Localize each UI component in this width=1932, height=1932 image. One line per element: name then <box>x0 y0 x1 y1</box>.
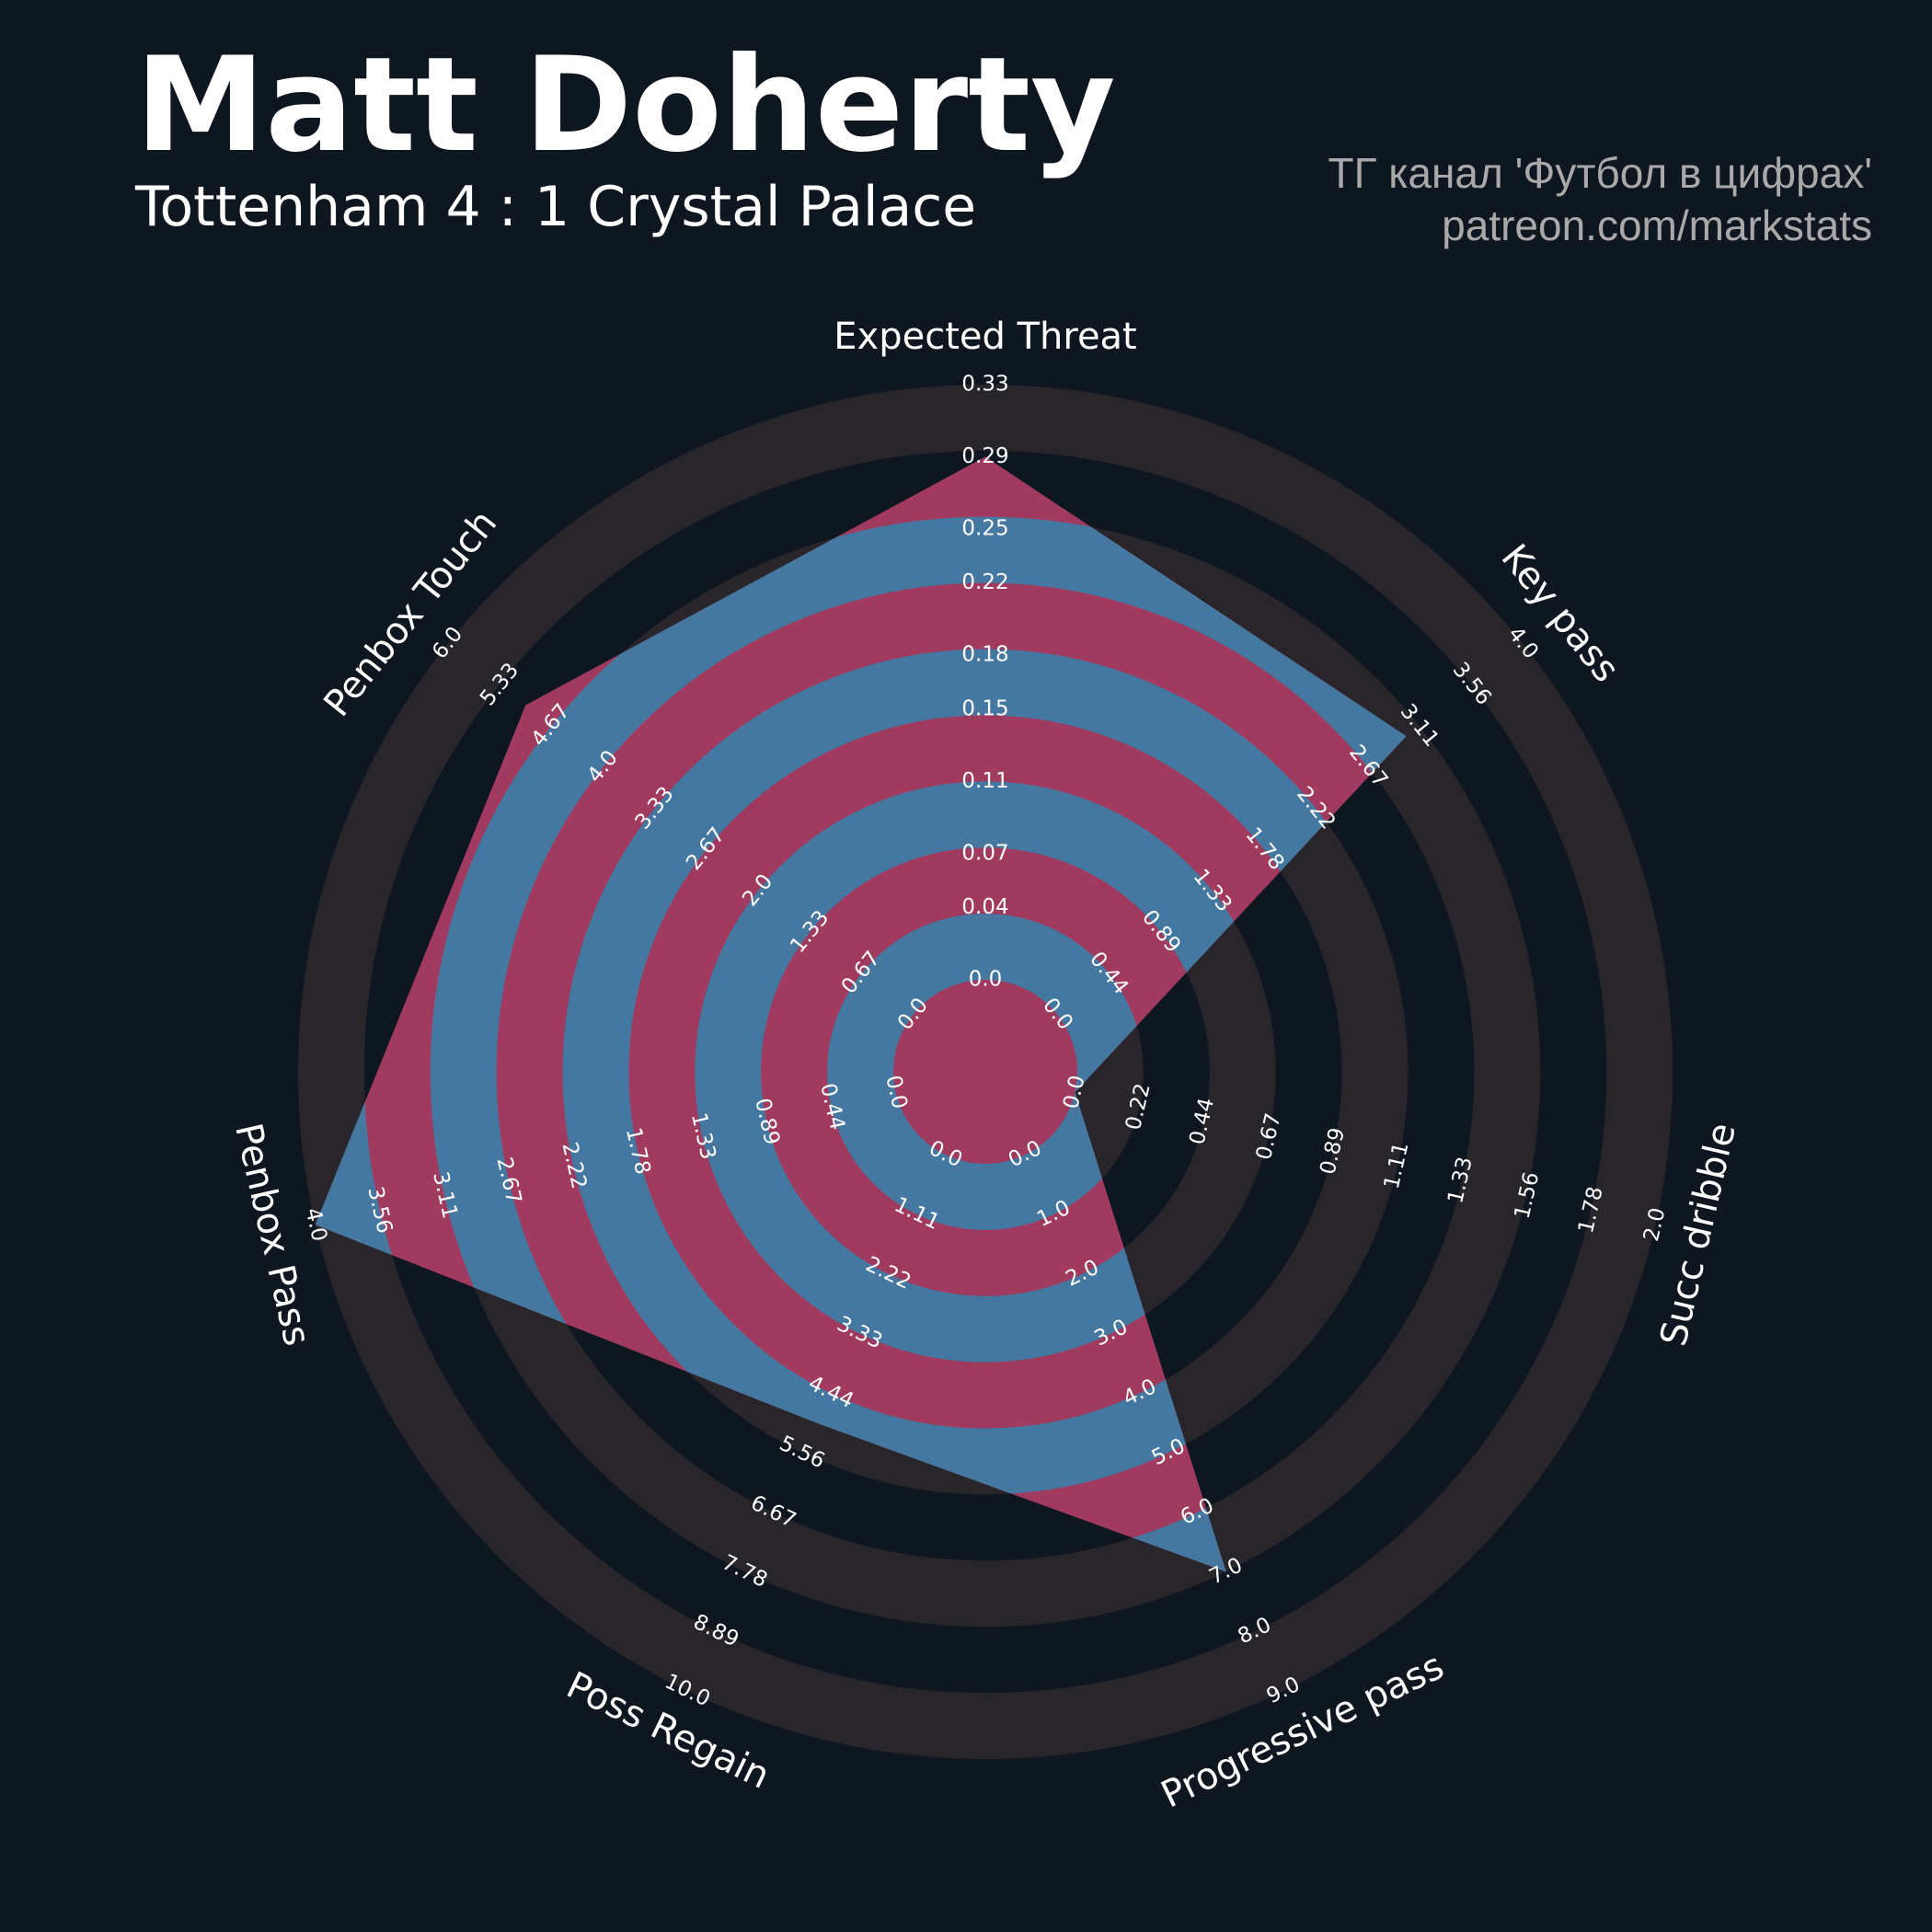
tick-label: 0.04 <box>961 895 1008 919</box>
tick-label: 0.29 <box>961 444 1008 468</box>
credit: ТГ канал 'Футбол в цифрах' <box>1328 149 1872 197</box>
tick-label: 0.0 <box>969 968 1003 992</box>
ring <box>298 385 1673 1759</box>
tick-label: 0.15 <box>961 696 1008 720</box>
tick-label: 0.18 <box>961 643 1008 667</box>
tick-label: 0.07 <box>961 841 1008 865</box>
tick-label: 0.25 <box>961 516 1008 540</box>
chart-subtitle: Tottenham 4 : 1 Crystal Palace <box>134 175 976 239</box>
chart-title: Matt Doherty <box>135 29 1116 181</box>
tick-label: 0.22 <box>961 570 1008 594</box>
tick-label: 0.11 <box>961 769 1008 793</box>
tick-label: 0.33 <box>961 373 1008 397</box>
param-label: Expected Threat <box>834 316 1137 358</box>
radar-band <box>430 516 1407 1572</box>
credit: patreon.com/markstats <box>1442 201 1872 249</box>
